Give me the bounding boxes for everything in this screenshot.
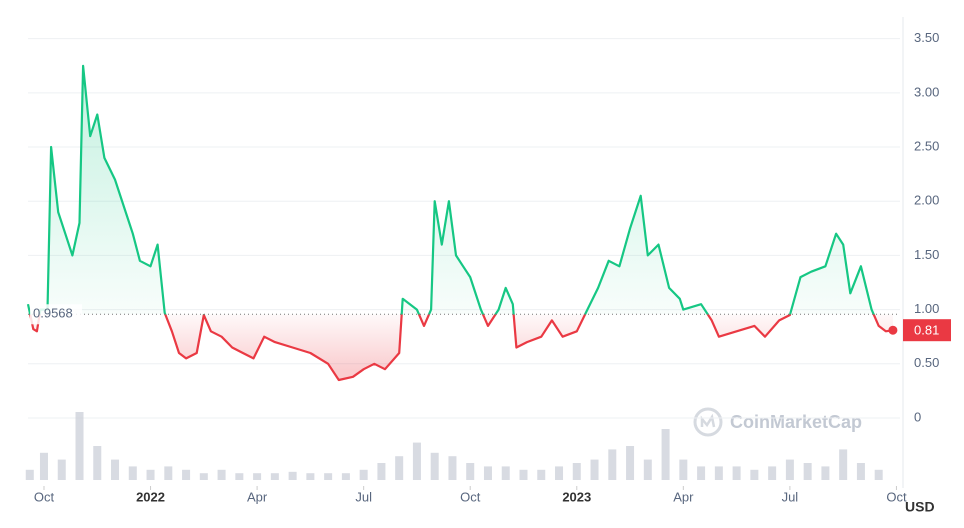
volume-bar (111, 459, 120, 480)
volume-bar (466, 463, 475, 480)
volume-bar (75, 412, 84, 480)
volume-bar (537, 469, 546, 480)
volume-bar (448, 456, 457, 480)
volume-bar (164, 466, 173, 480)
volume-bar (182, 469, 191, 480)
volume-bar (768, 466, 777, 480)
x-tick-label: Oct (886, 489, 907, 504)
y-tick-label: 0.50 (914, 355, 939, 370)
volume-bar (626, 446, 635, 480)
volume-bar (306, 473, 315, 480)
volume-bar (324, 473, 333, 480)
volume-bar (803, 463, 812, 480)
volume-bar (661, 429, 670, 480)
volume-bar (501, 466, 510, 480)
volume-bar (785, 459, 794, 480)
volume-bar (270, 473, 279, 480)
x-tick-label: 2022 (136, 489, 165, 504)
y-tick-label: 1.00 (914, 301, 939, 316)
volume-bar (217, 469, 226, 480)
volume-bar (341, 473, 350, 480)
x-tick-label: Apr (247, 489, 268, 504)
baseline-label: 0.9568 (33, 306, 73, 321)
y-tick-label: 2.00 (914, 193, 939, 208)
y-tick-label: 0 (914, 409, 921, 424)
y-tick-label: 2.50 (914, 138, 939, 153)
price-area (28, 65, 893, 381)
volume-bar (430, 452, 439, 480)
y-tick-label: 3.00 (914, 84, 939, 99)
volume-bar (395, 456, 404, 480)
x-tick-label: Oct (460, 489, 481, 504)
volume-bar (57, 459, 66, 480)
volume-bar (856, 463, 865, 480)
volume-bar (555, 466, 564, 480)
volume-bar (643, 459, 652, 480)
y-tick-label: 1.50 (914, 247, 939, 262)
currency-label: USD (905, 499, 935, 515)
volume-bar (874, 469, 883, 480)
volume-bar (146, 469, 155, 480)
volume-bar (839, 449, 848, 480)
volume-bar (412, 442, 421, 480)
volume-bar (821, 466, 830, 480)
baseline-label-bg (30, 304, 82, 325)
volume-bar (235, 473, 244, 480)
price-line (26, 64, 894, 382)
volume-bar (128, 466, 137, 480)
x-tick-label: Apr (673, 489, 694, 504)
volume-bar (732, 466, 741, 480)
x-tick-label: Oct (34, 489, 55, 504)
volume-bar (199, 473, 208, 480)
volume-bar (359, 469, 368, 480)
volume-bar (714, 466, 723, 480)
last-price-tag (903, 319, 951, 342)
volume-bar (697, 466, 706, 480)
volume-bar (253, 473, 262, 480)
volume-bar (519, 469, 528, 480)
volume-bar (288, 471, 297, 480)
volume-bar (572, 463, 581, 480)
volume-bar (679, 459, 688, 480)
volume-bar (377, 463, 386, 480)
y-tick-label: 3.50 (914, 30, 939, 45)
volume-bar (39, 452, 48, 480)
volume-bar (25, 469, 34, 480)
volume-bar (590, 459, 599, 480)
volume-bar (608, 449, 617, 480)
watermark-logo (693, 407, 723, 437)
x-tick-label: Jul (355, 489, 372, 504)
last-point (888, 325, 898, 335)
volume-bar (93, 446, 102, 480)
watermark: CoinMarketCap (730, 412, 862, 432)
last-price-label: 0.81 (914, 323, 939, 338)
volume-bar (750, 469, 759, 480)
x-tick-label: 2023 (562, 489, 591, 504)
volume-bar (483, 466, 492, 480)
x-tick-label: Jul (782, 489, 799, 504)
